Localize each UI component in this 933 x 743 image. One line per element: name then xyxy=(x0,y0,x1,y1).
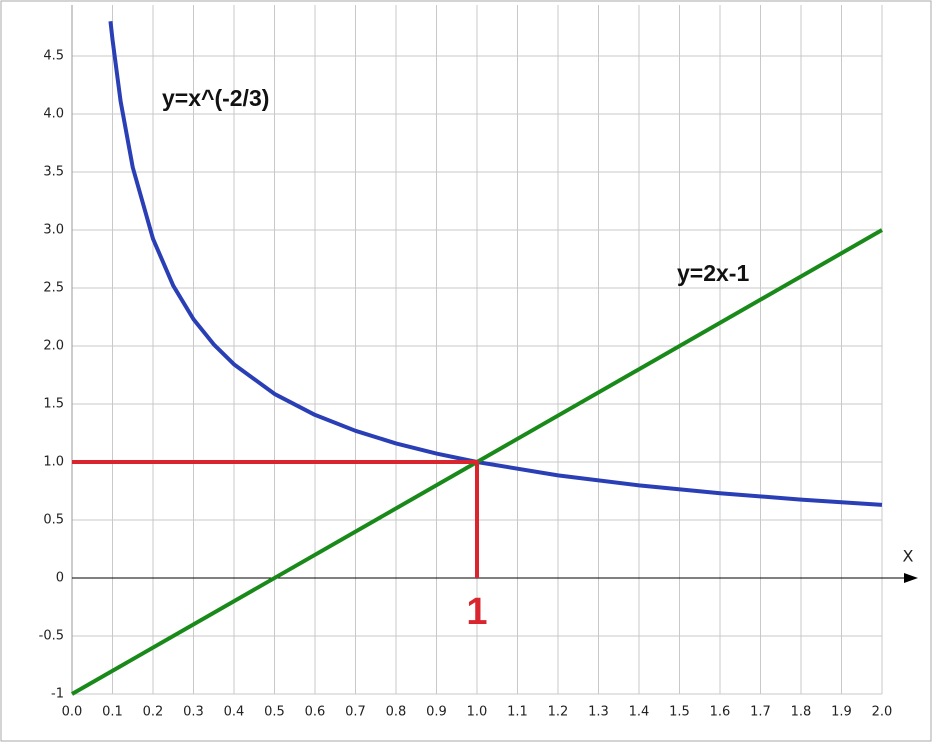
x-tick-label: 0.6 xyxy=(305,705,326,720)
series-label: y=2x-1 xyxy=(677,260,749,286)
x-tick-label: 0.0 xyxy=(62,705,83,720)
y-tick-label: 4.0 xyxy=(43,107,64,122)
annotation: 1 xyxy=(466,591,487,633)
x-tick-label: 1.5 xyxy=(669,705,690,720)
series-line xyxy=(72,460,479,579)
x-tick-label: 1.3 xyxy=(588,705,609,720)
x-axis-label: X xyxy=(903,547,914,566)
y-tick-label: -1 xyxy=(51,687,64,702)
series-line xyxy=(108,21,883,507)
y-tick-label: 1.0 xyxy=(43,455,64,470)
x-tick-label: 1.9 xyxy=(831,705,852,720)
x-tick-label: 0.8 xyxy=(386,705,407,720)
x-tick-label: 0.9 xyxy=(426,705,447,720)
x-tick-label: 1.7 xyxy=(750,705,771,720)
y-tick-label: 2.5 xyxy=(43,281,64,296)
x-tick-label: 0.5 xyxy=(264,705,285,720)
y-tick-label: 3.0 xyxy=(43,223,64,238)
series-label: y=x^(-2/3) xyxy=(162,85,269,111)
x-tick-label: 1.1 xyxy=(507,705,528,720)
y-tick-label: 0 xyxy=(56,571,64,586)
y-tick-label: 4.5 xyxy=(43,49,64,64)
x-tick-label: 1.2 xyxy=(548,705,569,720)
y-tick-label: -0.5 xyxy=(39,629,64,644)
x-tick-label: 0.3 xyxy=(183,705,204,720)
y-tick-label: 3.5 xyxy=(43,165,64,180)
x-tick-label: 1.8 xyxy=(791,705,812,720)
x-tick-label: 0.7 xyxy=(345,705,366,720)
x-tick-label: 2.0 xyxy=(872,705,893,720)
x-tick-label: 0.1 xyxy=(102,705,123,720)
y-tick-label: 0.5 xyxy=(43,513,64,528)
x-tick-label: 1.0 xyxy=(467,705,488,720)
x-tick-label: 0.2 xyxy=(143,705,164,720)
y-tick-label: 2.0 xyxy=(43,339,64,354)
y-tick-label: 1.5 xyxy=(43,397,64,412)
x-tick-label: 1.6 xyxy=(710,705,731,720)
x-tick-label: 1.4 xyxy=(629,705,650,720)
x-axis-arrow xyxy=(904,573,918,584)
x-tick-label: 0.4 xyxy=(224,705,245,720)
